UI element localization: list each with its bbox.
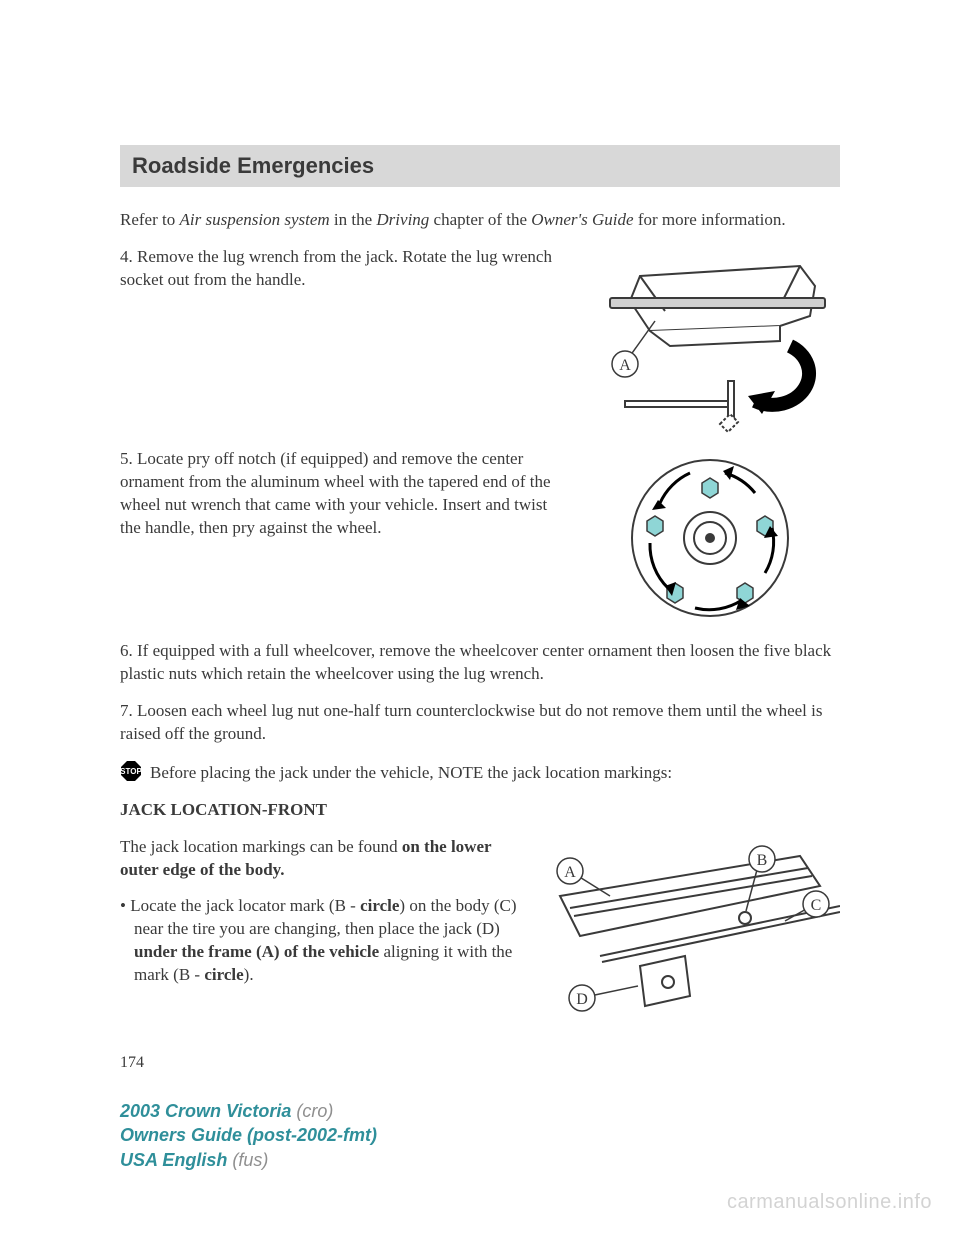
figure-jack-wrench: A — [580, 246, 840, 436]
stop-note: STOP Before placing the jack under the v… — [120, 760, 840, 785]
step-6: 6. If equipped with a full wheelcover, r… — [120, 640, 840, 686]
watermark: carmanualsonline.info — [727, 1191, 932, 1214]
text: ). — [244, 965, 254, 984]
text: chapter of the — [429, 210, 531, 229]
svg-text:B: B — [757, 852, 768, 869]
jack-location-heading: JACK LOCATION-FRONT — [120, 799, 840, 822]
section-title: Roadside Emergencies — [132, 153, 828, 179]
jack-location-paragraph: The jack location markings can be found … — [120, 836, 522, 882]
footer-guide: Owners Guide (post-2002-fmt) — [120, 1125, 377, 1145]
text-bold: circle — [360, 896, 399, 915]
intro-paragraph: Refer to Air suspension system in the Dr… — [120, 209, 840, 232]
text: for more information. — [634, 210, 786, 229]
text-italic: Air suspension system — [179, 210, 329, 229]
stop-icon: STOP — [120, 760, 142, 782]
step-7: 7. Loosen each wheel lug nut one-half tu… — [120, 700, 840, 746]
footer: 2003 Crown Victoria (cro) Owners Guide (… — [120, 1099, 377, 1172]
svg-text:A: A — [564, 864, 576, 881]
footer-code: (cro) — [296, 1101, 333, 1121]
step-5: 5. Locate pry off notch (if equipped) an… — [120, 448, 562, 540]
text: Locate the jack locator mark (B - — [130, 896, 360, 915]
text: Before placing the jack under the vehicl… — [150, 763, 672, 782]
svg-text:C: C — [811, 897, 822, 914]
text: The jack location markings can be found — [120, 837, 402, 856]
text-bold: circle — [204, 965, 243, 984]
svg-text:D: D — [576, 991, 588, 1008]
step-4: 4. Remove the lug wrench from the jack. … — [120, 246, 562, 292]
bullet-jack-locator: • Locate the jack locator mark (B - circ… — [120, 895, 522, 987]
footer-model: 2003 Crown Victoria — [120, 1101, 296, 1121]
text-italic: Owner's Guide — [531, 210, 633, 229]
svg-text:STOP: STOP — [120, 767, 142, 776]
svg-text:A: A — [619, 357, 631, 374]
footer-lang: USA English — [120, 1150, 232, 1170]
footer-lang-code: (fus) — [232, 1150, 268, 1170]
text: Refer to — [120, 210, 179, 229]
text-italic: Driving — [376, 210, 429, 229]
text: in the — [330, 210, 377, 229]
figure-wheel-hub — [580, 448, 840, 628]
text-bold: under the frame (A) of the vehicle — [134, 942, 379, 961]
page-number: 174 — [120, 1054, 840, 1072]
section-header: Roadside Emergencies — [120, 145, 840, 187]
figure-jack-location: A B C D — [540, 836, 840, 1026]
